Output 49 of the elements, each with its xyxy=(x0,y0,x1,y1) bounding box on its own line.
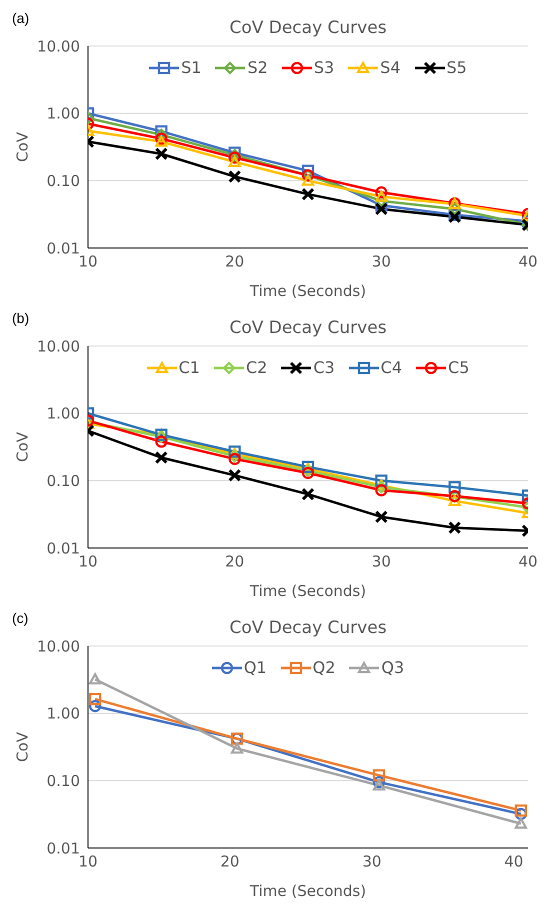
text: (b) xyxy=(12,310,30,326)
legend-label: S1 xyxy=(181,58,202,77)
y-axis-title: CoV xyxy=(13,431,32,462)
y-axis-title: CoV xyxy=(13,731,32,762)
y-axis-title: CoV xyxy=(13,131,32,162)
text: (c) xyxy=(12,610,28,626)
x-tick-label: 10 xyxy=(78,252,98,271)
x-tick-label: 10 xyxy=(78,852,98,871)
legend-label: C2 xyxy=(246,358,268,377)
y-tick-label: 0.10 xyxy=(46,772,80,790)
x-tick-label: 20 xyxy=(220,852,240,871)
y-tick-label: 0.01 xyxy=(46,539,80,558)
x-tick-label: 40 xyxy=(518,252,538,271)
legend-label: Q2 xyxy=(312,658,336,677)
x-axis-title: Time (Seconds) xyxy=(248,882,366,900)
x-axis-title: Time (Seconds) xyxy=(248,282,366,300)
x-tick-label: 20 xyxy=(225,252,244,271)
chart-title: CoV Decay Curves xyxy=(228,618,388,638)
legend-label: S5 xyxy=(446,58,467,77)
x-tick-label: 10 xyxy=(78,552,98,571)
y-tick-label: 0.10 xyxy=(46,472,80,490)
legend-label: Q3 xyxy=(381,658,404,677)
legend-label: C1 xyxy=(178,358,200,377)
y-tick-label: 1.00 xyxy=(46,404,80,423)
legend-label: S2 xyxy=(247,58,268,77)
y-tick-label: 0.01 xyxy=(46,239,80,258)
x-tick-label: 40 xyxy=(518,552,538,571)
x-tick-label: 30 xyxy=(362,852,382,871)
y-tick-label: 1.00 xyxy=(46,704,80,723)
legend-label: C5 xyxy=(448,358,470,377)
y-tick-label: 10.00 xyxy=(37,337,80,356)
legend-label: S4 xyxy=(380,58,401,77)
chart-title: CoV Decay Curves xyxy=(228,318,388,338)
y-tick-label: 0.10 xyxy=(46,172,80,190)
legend-label: C3 xyxy=(313,358,335,377)
legend-label: C4 xyxy=(380,358,402,377)
legend-label: Q1 xyxy=(244,658,267,677)
x-axis-title: Time (Seconds) xyxy=(248,582,366,600)
y-tick-label: 10.00 xyxy=(37,637,80,656)
y-tick-label: 1.00 xyxy=(46,104,80,123)
x-tick-label: 20 xyxy=(225,552,244,571)
x-tick-label: 30 xyxy=(372,552,391,571)
legend-label: S3 xyxy=(314,58,334,77)
y-tick-label: 0.01 xyxy=(46,839,80,858)
chart-title: CoV Decay Curves xyxy=(228,18,388,38)
y-tick-label: 10.00 xyxy=(37,37,80,56)
x-tick-label: 30 xyxy=(372,252,391,271)
x-tick-label: 40 xyxy=(504,852,524,871)
text: (a) xyxy=(12,10,30,26)
